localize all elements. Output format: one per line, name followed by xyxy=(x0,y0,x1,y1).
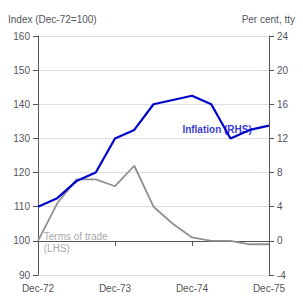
svg-text:100: 100 xyxy=(13,235,30,246)
svg-text:130: 130 xyxy=(13,133,30,144)
svg-text:8: 8 xyxy=(277,167,283,178)
svg-text:110: 110 xyxy=(14,201,30,212)
svg-text:12: 12 xyxy=(277,133,289,144)
svg-text:16: 16 xyxy=(277,99,289,110)
svg-text:90: 90 xyxy=(19,270,31,281)
svg-text:Index (Dec-72=100): Index (Dec-72=100) xyxy=(8,14,97,25)
svg-text:Dec-73: Dec-73 xyxy=(99,283,132,294)
svg-text:Dec-72: Dec-72 xyxy=(22,283,55,294)
svg-text:0: 0 xyxy=(277,235,283,246)
svg-text:Dec-75: Dec-75 xyxy=(253,283,286,294)
svg-text:24: 24 xyxy=(277,31,289,42)
svg-text:160: 160 xyxy=(13,31,30,42)
svg-text:(LHS): (LHS) xyxy=(44,243,70,254)
svg-text:4: 4 xyxy=(277,201,283,212)
svg-text:20: 20 xyxy=(277,65,289,76)
svg-text:Dec-74: Dec-74 xyxy=(176,283,209,294)
svg-text:Terms of trade: Terms of trade xyxy=(44,231,108,242)
svg-text:-4: -4 xyxy=(277,270,286,281)
svg-text:150: 150 xyxy=(13,65,30,76)
svg-text:120: 120 xyxy=(13,167,30,178)
svg-text:140: 140 xyxy=(13,99,30,110)
svg-text:Inflation (RHS): Inflation (RHS) xyxy=(182,124,251,135)
svg-text:Per cent, tty: Per cent, tty xyxy=(242,14,295,25)
